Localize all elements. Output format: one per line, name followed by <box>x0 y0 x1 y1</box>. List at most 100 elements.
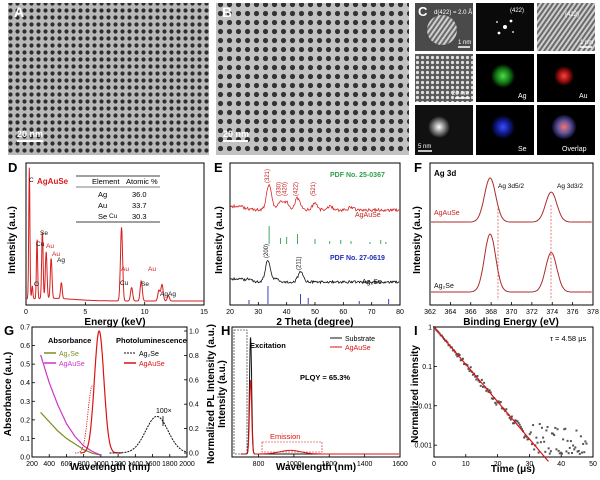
legend-agause-pl: AgAuSe <box>139 361 165 368</box>
scale-bar-label-c4: 5 nm <box>418 144 431 150</box>
x-tick-label: 1200 <box>321 461 337 468</box>
x-tick-label: 10 <box>462 461 470 468</box>
axes-i <box>433 326 594 458</box>
decay-point <box>497 400 500 403</box>
fft-spot <box>497 31 501 35</box>
panel-h: H Intensity (a.u.) 800 1000 1200 1400 1600 W… <box>217 323 408 473</box>
x-tick-label: 40 <box>283 309 291 316</box>
decay-point <box>538 423 541 426</box>
decay-point <box>523 436 526 439</box>
decay-point <box>477 379 480 382</box>
y-tick-label: 0.001 <box>414 443 432 450</box>
x-tick-label: 70 <box>368 309 376 316</box>
decay-point <box>491 397 494 400</box>
decay-point <box>509 418 512 421</box>
panel-c: d(422) = 2.0 Å C 1 nm (422) (422) 1 nm 2… <box>415 3 595 155</box>
decay-point <box>559 451 562 454</box>
y-tick-label: 0.2 <box>20 417 30 424</box>
decay-point <box>499 400 502 403</box>
decay-point <box>529 431 532 434</box>
ylabel-h: Intensity (a.u.) <box>217 360 228 428</box>
ag-map-label: Ag <box>518 93 527 100</box>
decay-point <box>483 381 486 384</box>
x-tick-label: 376 <box>567 309 579 316</box>
decay-point <box>468 370 471 373</box>
au-particle <box>554 66 574 86</box>
decay-point <box>578 452 581 455</box>
peak-label-3d52: Ag 3d5/2 <box>498 183 524 190</box>
series-label-ag2se: Ag₂Se <box>362 279 382 286</box>
overlap-particle <box>552 115 576 139</box>
eds-peak-label: Au <box>121 266 129 273</box>
ylabel-e: Intensity (a.u.) <box>214 206 225 274</box>
abs-agause-line <box>40 354 102 456</box>
y-tick-label: 0.5 <box>20 362 30 369</box>
y-tick-label: 1.0 <box>189 329 199 336</box>
decay-point <box>574 446 577 449</box>
fft-spot <box>496 21 498 23</box>
decay-point <box>553 434 556 437</box>
x-tick-label: 1400 <box>357 461 373 468</box>
decay-point <box>508 417 511 420</box>
x-tick-label: 364 <box>445 309 457 316</box>
decay-point <box>537 451 540 454</box>
eds-peak-label: Au <box>148 266 156 273</box>
haadf-overview <box>415 54 473 102</box>
ylabel-g-left: Absorbance (a.u.) <box>3 352 14 436</box>
decay-point <box>554 426 557 429</box>
decay-point <box>525 435 528 438</box>
x-tick-label: 30 <box>526 461 534 468</box>
x-tick-label: 200 <box>26 461 38 468</box>
emission-label: Emission <box>270 432 300 441</box>
axes-h <box>231 326 401 458</box>
panel-letter-c: C <box>418 4 428 19</box>
decay-point <box>480 378 483 381</box>
pdf-label-bottom: PDF No. 27-0619 <box>330 255 385 262</box>
decay-point <box>548 452 551 455</box>
eds-peak-label: O <box>34 281 39 288</box>
title-d: AgAuSe <box>37 177 69 186</box>
decay-point <box>567 452 570 455</box>
x-tick-label: 1000 <box>93 461 109 468</box>
y-tick-label: 0.1 <box>422 364 432 371</box>
scale-bar-label-b: 20 nm <box>223 129 249 139</box>
x-tick-label: 1600 <box>392 461 408 468</box>
series-label-ag2se-f: Ag₂Se <box>434 283 454 290</box>
decay-point <box>514 419 517 422</box>
decay-point <box>520 428 523 431</box>
decay-point <box>547 447 550 450</box>
x-tick-label: 50 <box>311 309 319 316</box>
y-tick-label: 0.6 <box>189 377 199 384</box>
decay-point <box>545 429 548 432</box>
fft-center-spot <box>503 25 507 29</box>
decay-point <box>524 434 527 437</box>
decay-point <box>512 422 515 425</box>
decay-point <box>474 375 477 378</box>
decay-point <box>568 446 571 449</box>
decay-point <box>498 401 501 404</box>
y-tick-label: 0.4 <box>20 380 30 387</box>
legend-agause-h: AgAuSe <box>345 345 371 352</box>
decay-point <box>579 435 582 438</box>
eds-peak-label: Ag <box>57 257 65 264</box>
decay-point <box>495 403 498 406</box>
x-tick-label: 80 <box>396 309 404 316</box>
decay-point <box>546 426 549 429</box>
title-f: Ag 3d <box>434 169 456 178</box>
panel-letter-b: B <box>222 4 232 20</box>
decay-point <box>461 357 464 360</box>
decay-point <box>557 449 560 452</box>
x-tick-label: 2000 <box>179 461 195 468</box>
pl-agause-dotted <box>75 385 93 454</box>
eds-peak-label: Cu <box>36 241 45 248</box>
tem-image-b <box>216 3 409 155</box>
x-tick-label: 50 <box>589 461 597 468</box>
x-tick-label: 1000 <box>286 461 302 468</box>
pl-ag2se-line <box>109 415 187 454</box>
panel-e: E Intensity (a.u.) 20 30 40 50 60 70 80 2 Thet… <box>214 160 404 328</box>
y-tick-label: 0.3 <box>20 399 30 406</box>
xrd-peak-label: (321) <box>265 169 271 183</box>
decay-point <box>526 438 529 441</box>
decay-point <box>530 443 533 446</box>
hrtem-particle <box>427 15 457 45</box>
